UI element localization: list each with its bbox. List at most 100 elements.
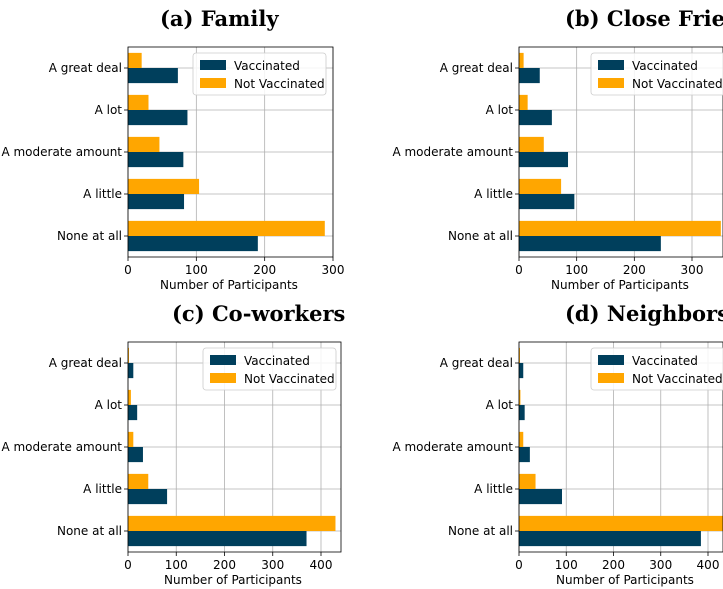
legend-swatch-not-vaccinated	[598, 373, 624, 383]
x-tick-label: 100	[555, 558, 578, 572]
legend: Vaccinated Not Vaccinated	[192, 52, 327, 96]
legend-swatch-vaccinated	[210, 355, 236, 365]
x-axis-label: Number of Participants	[556, 573, 694, 587]
chart-panel-2: 0 100 200 300 None at all A little A moderate …	[392, 6, 723, 292]
y-tick-label-a-little: A little	[83, 187, 122, 201]
chart-panel-3: 0 100 200 300 400 None at all A little A modera…	[1, 301, 345, 587]
bar-not-vaccinated-a-little	[519, 473, 536, 489]
bar-vaccinated-a-great-deal	[519, 363, 524, 379]
legend-swatch-vaccinated	[200, 60, 226, 70]
bar-vaccinated-a-moderate-amount	[128, 447, 143, 463]
y-tick-label-a-great-deal: A great deal	[49, 356, 122, 370]
legend-swatch-not-vaccinated	[598, 78, 624, 88]
bar-not-vaccinated-a-lot	[519, 389, 521, 405]
chart-title: (c) Co-workers	[172, 301, 345, 326]
x-tick-label: 200	[602, 558, 625, 572]
bar-vaccinated-a-moderate-amount	[519, 447, 530, 463]
chart-panel-1: 0 100 200 300 None at all A little A moderate …	[1, 6, 344, 292]
y-tick-label-none-at-all: None at all	[57, 524, 122, 538]
chart-panel-4: 0 100 200 300 400 None at all A little A modera…	[392, 301, 723, 587]
bar-not-vaccinated-a-lot	[519, 94, 528, 110]
y-tick-label-a-great-deal: A great deal	[440, 61, 513, 75]
x-tick-label: 100	[185, 263, 208, 277]
x-tick-label: 300	[261, 558, 284, 572]
legend-label-vaccinated: Vaccinated	[632, 354, 698, 368]
bar-vaccinated-a-lot	[519, 405, 525, 421]
x-tick-label: 0	[515, 263, 523, 277]
y-tick-label-none-at-all: None at all	[448, 524, 513, 538]
bar-vaccinated-none-at-all	[128, 531, 307, 547]
x-tick-label: 200	[213, 558, 236, 572]
y-tick-label-a-great-deal: A great deal	[440, 356, 513, 370]
bars-group	[128, 347, 336, 547]
bar-not-vaccinated-a-great-deal	[128, 347, 129, 363]
legend: Vaccinated Not Vaccinated	[590, 347, 723, 391]
x-tick-label: 0	[515, 558, 523, 572]
y-tick-label-a-lot: A lot	[486, 398, 514, 412]
legend-label-vaccinated: Vaccinated	[234, 59, 300, 73]
bars-group	[519, 52, 721, 252]
legend-label-not-vaccinated: Not Vaccinated	[234, 77, 325, 91]
legend-label-not-vaccinated: Not Vaccinated	[632, 372, 723, 386]
chart-title: (b) Close Friends	[565, 6, 723, 31]
chart-title: (d) Neighbors	[565, 301, 723, 326]
bar-vaccinated-a-moderate-amount	[519, 152, 569, 168]
y-tick-label-none-at-all: None at all	[57, 229, 122, 243]
legend: Vaccinated Not Vaccinated	[202, 347, 337, 391]
bar-vaccinated-none-at-all	[519, 236, 661, 252]
x-tick-label: 100	[565, 263, 588, 277]
y-tick-label-a-lot: A lot	[95, 103, 123, 117]
bar-not-vaccinated-none-at-all	[519, 515, 723, 531]
y-tick-label-a-little: A little	[474, 187, 513, 201]
legend-box	[590, 52, 723, 96]
x-tick-label: 100	[165, 558, 188, 572]
bar-not-vaccinated-a-moderate-amount	[128, 136, 160, 152]
chart-title: (a) Family	[160, 6, 279, 31]
legend: Vaccinated Not Vaccinated	[590, 52, 723, 96]
bar-not-vaccinated-none-at-all	[128, 515, 336, 531]
x-axis-label: Number of Participants	[160, 278, 298, 292]
bar-not-vaccinated-a-lot	[128, 94, 149, 110]
y-tick-label-a-lot: A lot	[95, 398, 123, 412]
legend-swatch-vaccinated	[598, 355, 624, 365]
bar-not-vaccinated-a-little	[128, 178, 200, 194]
y-tick-label-a-great-deal: A great deal	[49, 61, 122, 75]
x-tick-label: 0	[124, 558, 132, 572]
y-tick-label-a-moderate-amount: A moderate amount	[392, 145, 513, 159]
x-tick-label: 300	[681, 263, 704, 277]
bar-vaccinated-none-at-all	[519, 531, 701, 547]
bar-vaccinated-a-lot	[128, 405, 138, 421]
bars-group	[128, 52, 325, 252]
legend-label-vaccinated: Vaccinated	[632, 59, 698, 73]
bar-not-vaccinated-a-great-deal	[128, 52, 142, 68]
bars-group	[519, 347, 723, 547]
y-tick-label-a-little: A little	[474, 482, 513, 496]
bar-not-vaccinated-a-little	[128, 473, 149, 489]
bar-vaccinated-a-little	[128, 489, 168, 505]
x-tick-label: 200	[253, 263, 276, 277]
y-tick-label-a-moderate-amount: A moderate amount	[392, 440, 513, 454]
bar-vaccinated-a-great-deal	[128, 68, 178, 84]
legend-box	[590, 347, 723, 391]
bar-not-vaccinated-a-moderate-amount	[128, 431, 134, 447]
legend-box	[192, 52, 327, 96]
x-tick-label: 200	[623, 263, 646, 277]
legend-label-not-vaccinated: Not Vaccinated	[244, 372, 335, 386]
bar-vaccinated-a-lot	[128, 110, 188, 126]
y-tick-label-a-lot: A lot	[486, 103, 514, 117]
legend-swatch-not-vaccinated	[210, 373, 236, 383]
bar-vaccinated-a-great-deal	[519, 68, 540, 84]
bar-not-vaccinated-a-great-deal	[519, 347, 520, 363]
legend-label-vaccinated: Vaccinated	[244, 354, 310, 368]
legend-swatch-not-vaccinated	[200, 78, 226, 88]
x-tick-label: 300	[649, 558, 672, 572]
legend-box	[202, 347, 337, 391]
bar-not-vaccinated-a-moderate-amount	[519, 136, 544, 152]
bar-vaccinated-a-little	[519, 489, 562, 505]
bar-not-vaccinated-a-lot	[128, 389, 131, 405]
legend-swatch-vaccinated	[598, 60, 624, 70]
x-axis-label: Number of Participants	[551, 278, 689, 292]
y-tick-label-none-at-all: None at all	[448, 229, 513, 243]
bar-not-vaccinated-a-great-deal	[519, 52, 524, 68]
